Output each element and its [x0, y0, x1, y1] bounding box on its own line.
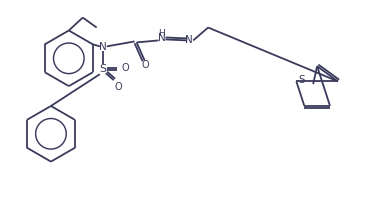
Text: S: S — [99, 64, 106, 74]
Text: H: H — [158, 29, 165, 38]
Text: O: O — [142, 60, 149, 70]
Text: O: O — [115, 82, 122, 92]
Text: N: N — [158, 33, 165, 43]
Text: O: O — [122, 63, 130, 73]
Text: S: S — [298, 75, 305, 85]
Text: N: N — [99, 42, 107, 52]
Text: N: N — [185, 35, 193, 46]
